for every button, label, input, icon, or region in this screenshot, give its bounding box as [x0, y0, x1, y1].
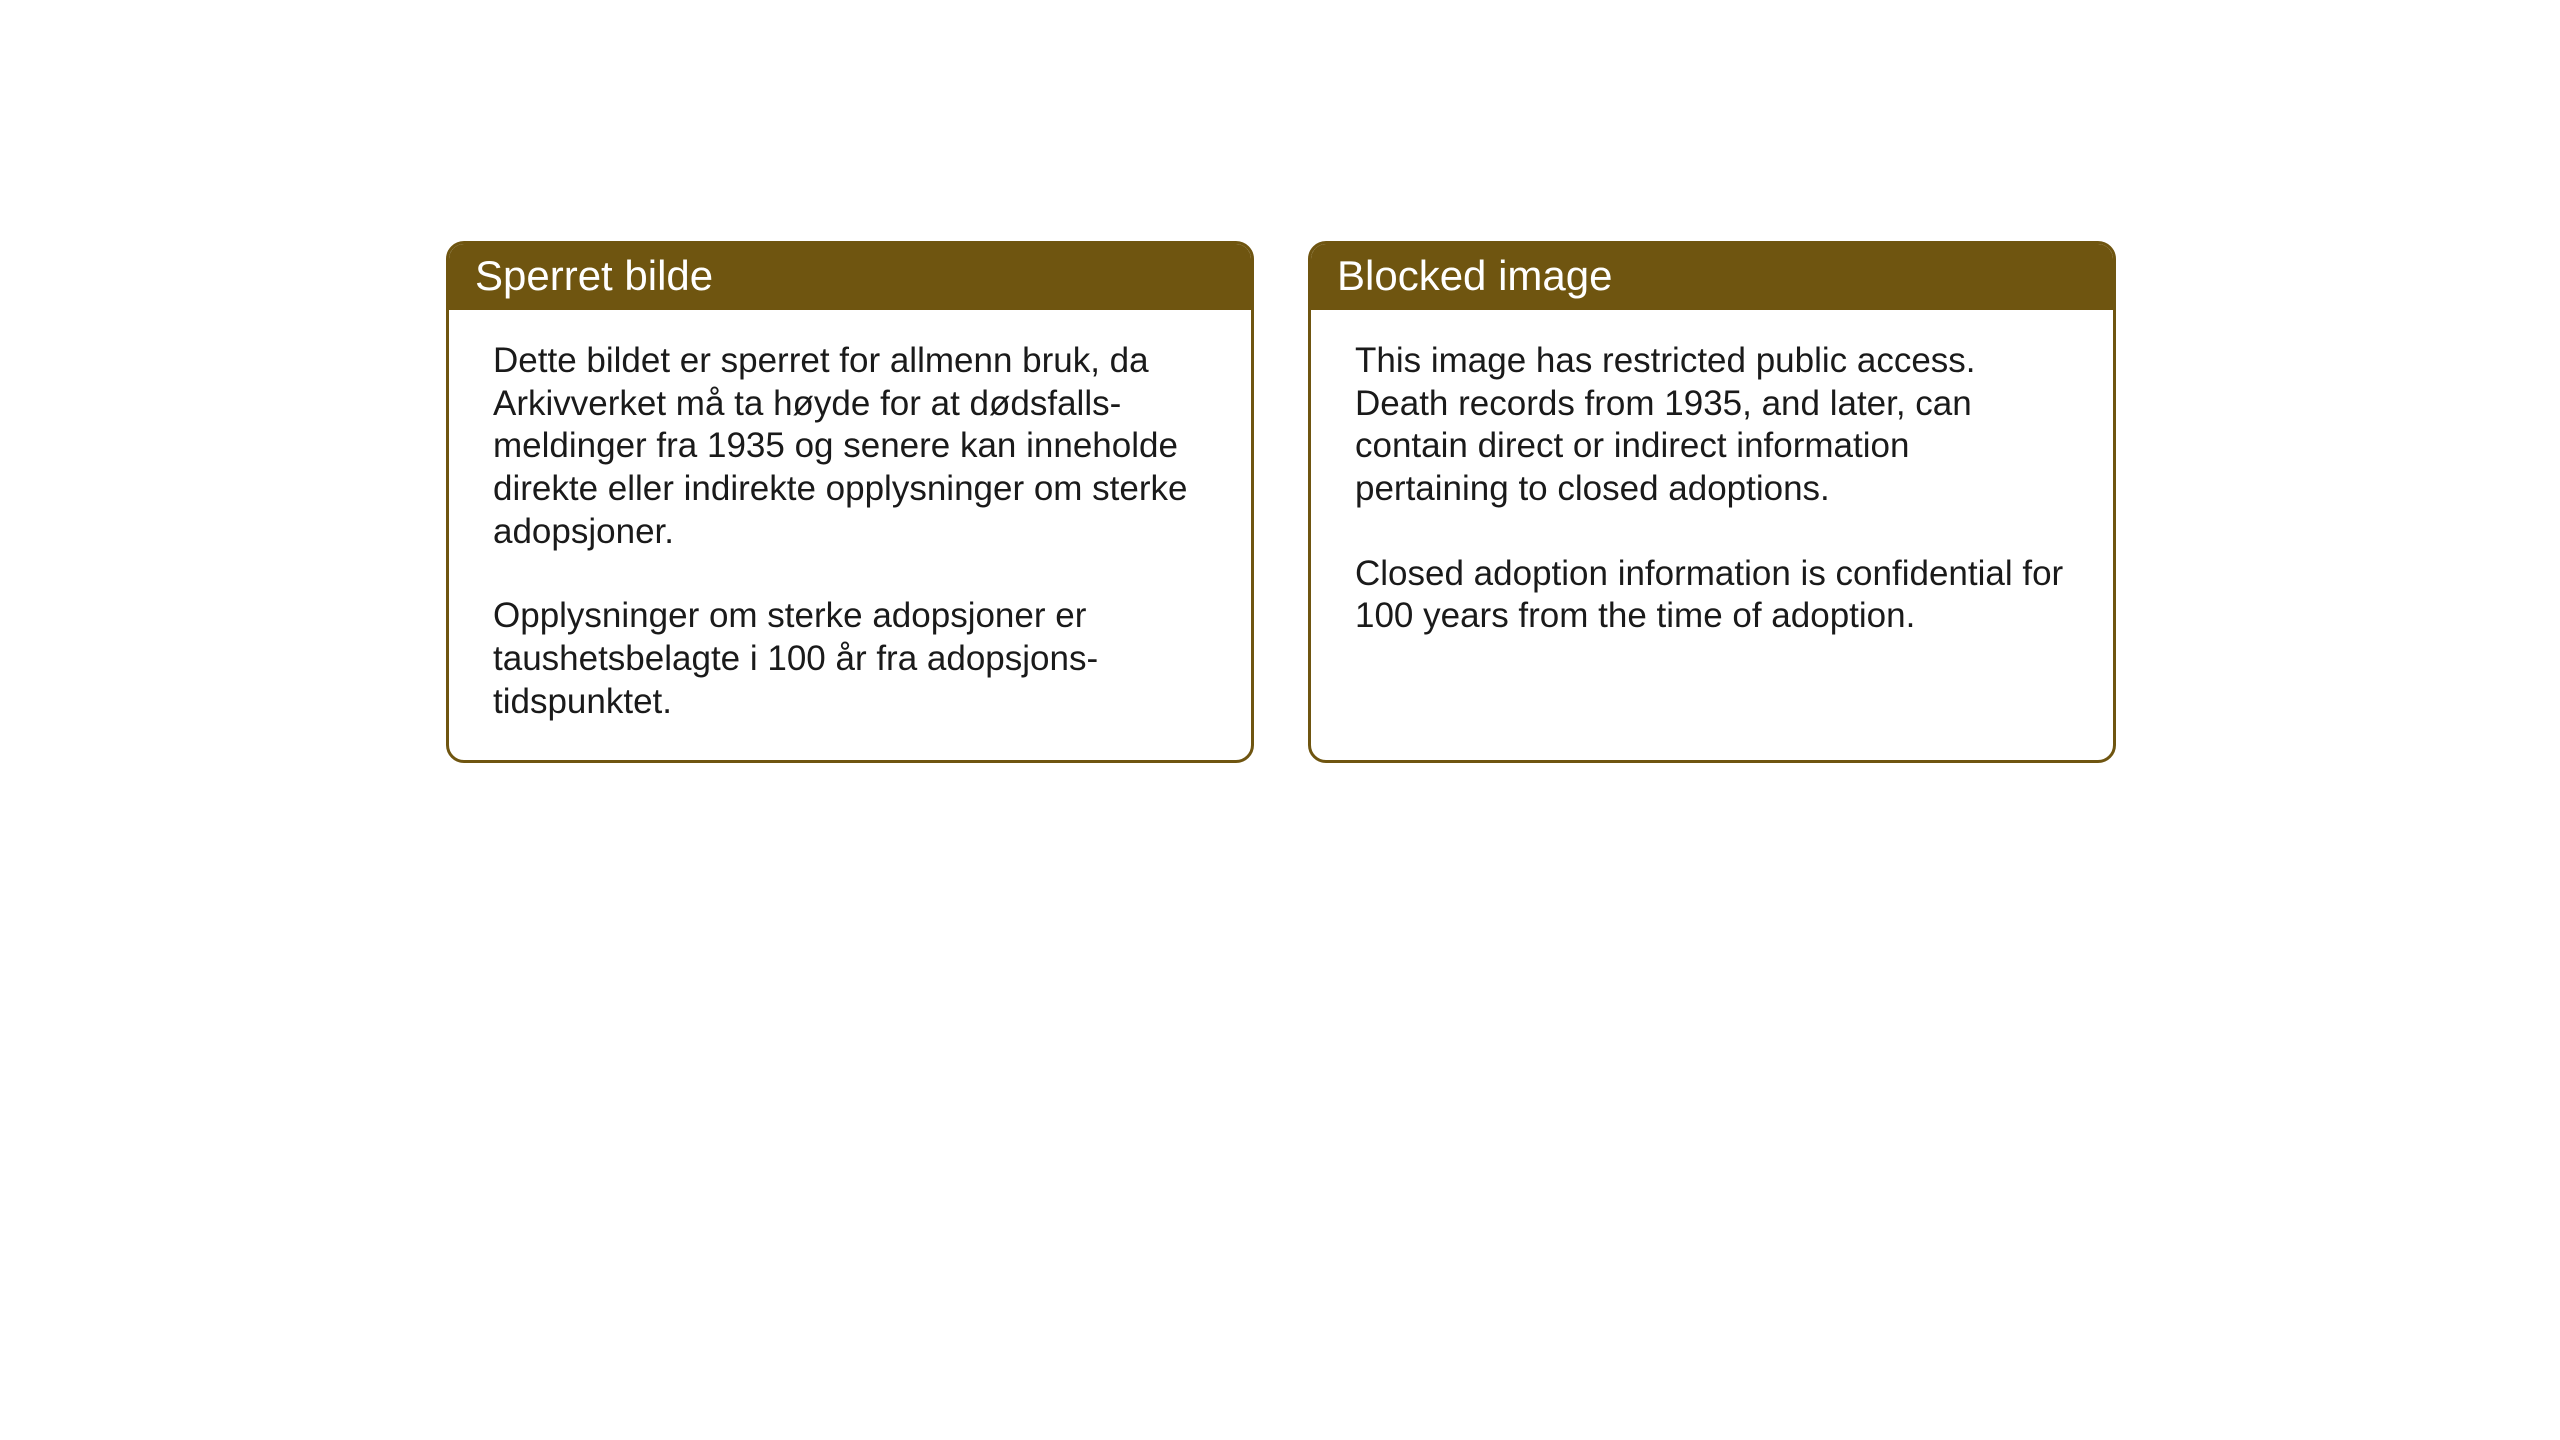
card-english-body: This image has restricted public access.… [1311, 310, 2113, 750]
card-norwegian-title: Sperret bilde [475, 252, 713, 299]
card-norwegian-paragraph-2: Opplysninger om sterke adopsjoner er tau… [493, 595, 1207, 723]
card-english: Blocked image This image has restricted … [1308, 241, 2116, 763]
card-norwegian-body: Dette bildet er sperret for allmenn bruk… [449, 310, 1251, 760]
card-english-title: Blocked image [1337, 252, 1612, 299]
card-norwegian: Sperret bilde Dette bildet er sperret fo… [446, 241, 1254, 763]
card-english-paragraph-2: Closed adoption information is confident… [1355, 553, 2069, 638]
card-english-paragraph-1: This image has restricted public access.… [1355, 340, 2069, 511]
cards-container: Sperret bilde Dette bildet er sperret fo… [446, 241, 2116, 763]
card-english-header: Blocked image [1311, 244, 2113, 310]
card-norwegian-header: Sperret bilde [449, 244, 1251, 310]
card-norwegian-paragraph-1: Dette bildet er sperret for allmenn bruk… [493, 340, 1207, 553]
